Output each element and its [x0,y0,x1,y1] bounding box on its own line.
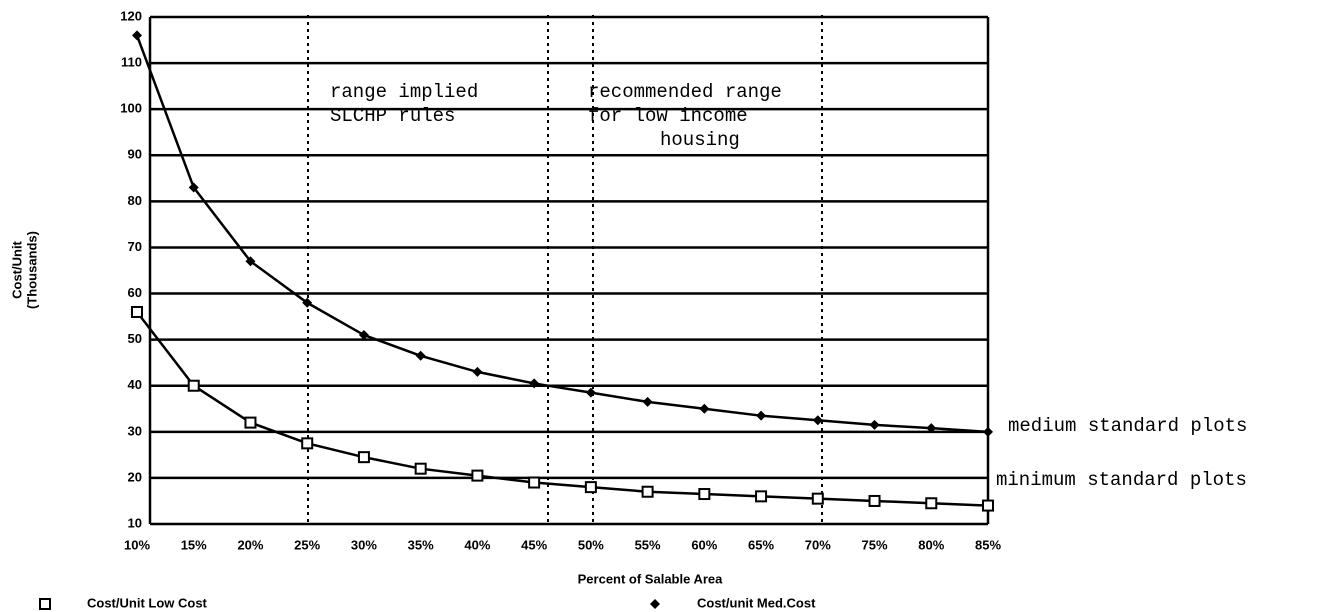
marker [925,497,938,510]
y-tick-label: 50 [128,331,142,346]
marker [756,410,767,421]
y-tick-label: 10 [128,515,142,530]
y-axis-label: (Thousands) [24,231,39,309]
marker [529,378,540,389]
y-tick-label: 100 [120,101,142,116]
marker [245,256,256,267]
x-tick-label: 50% [578,537,604,552]
legend-label: Cost/unit Med.Cost [697,595,816,610]
y-tick-label: 110 [121,55,142,70]
annotation: range implied [330,81,478,103]
y-tick-label: 120 [120,8,142,23]
marker [301,437,314,450]
x-tick-label: 15% [181,537,207,552]
marker [983,426,993,437]
annotation: SLCHP rules [330,105,455,127]
marker [868,494,881,507]
annotation: minimum standard plots [996,469,1247,491]
marker [187,379,200,392]
y-tick-label: 70 [128,239,142,254]
annotation: medium standard plots [1008,415,1247,437]
x-tick-label: 80% [918,537,944,552]
marker [132,30,142,41]
y-tick-label: 30 [128,423,142,438]
marker [414,462,427,475]
x-tick-label: 20% [237,537,263,552]
x-tick-label: 85% [975,537,1001,552]
legend-label: Cost/Unit Low Cost [87,595,208,610]
marker [869,419,880,430]
annotation: housing [660,129,740,151]
marker [471,469,484,482]
marker [642,396,653,407]
x-tick-label: 30% [351,537,377,552]
marker [584,481,597,494]
marker [302,297,313,308]
marker [812,415,823,426]
marker [699,403,710,414]
x-axis-label: Percent of Salable Area [578,571,724,586]
marker [811,492,824,505]
x-tick-label: 70% [805,537,831,552]
y-tick-label: 60 [128,285,142,300]
x-tick-label: 45% [521,537,547,552]
y-tick-label: 90 [128,147,142,162]
marker [244,416,257,429]
y-tick-label: 20 [128,469,142,484]
x-tick-label: 65% [748,537,774,552]
x-tick-label: 60% [691,537,717,552]
series-line [136,311,989,507]
x-tick-label: 40% [464,537,490,552]
y-tick-label: 80 [128,193,142,208]
marker [528,476,541,489]
marker [982,499,994,512]
marker [357,451,370,464]
annotation: for low income [588,105,748,127]
x-tick-label: 25% [294,537,320,552]
marker [698,488,711,501]
marker [472,366,483,377]
annotation: recommended range [588,81,782,103]
marker [188,182,199,193]
marker [358,330,369,341]
series-line [135,34,989,434]
marker [131,305,143,318]
marker [415,350,426,361]
x-tick-label: 35% [408,537,434,552]
marker [39,598,51,610]
marker [926,423,937,434]
marker [755,490,768,503]
x-tick-label: 10% [124,537,150,552]
marker [585,387,596,398]
marker [641,485,654,498]
x-tick-label: 75% [862,537,888,552]
y-axis-label: Cost/Unit [9,240,24,298]
y-tick-label: 40 [128,377,142,392]
marker [650,599,660,609]
x-tick-label: 55% [635,537,661,552]
